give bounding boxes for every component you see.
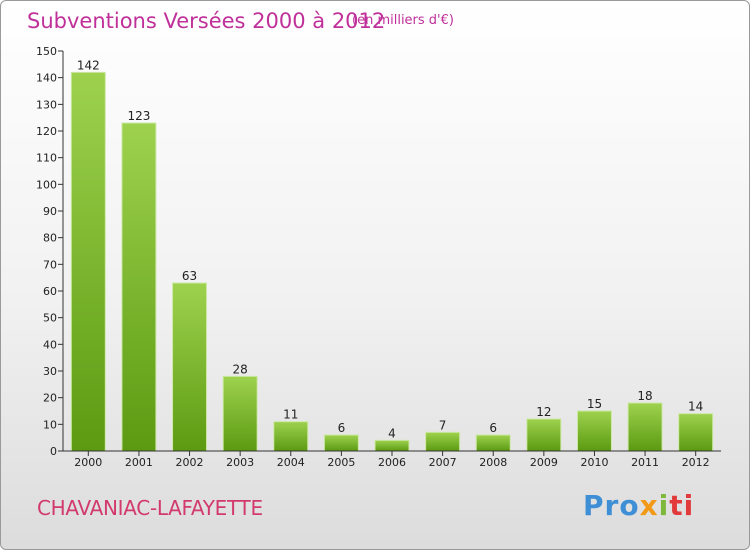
y-tick-label: 30 bbox=[43, 365, 57, 378]
y-tick-label: 130 bbox=[36, 98, 57, 111]
data-label-2004: 11 bbox=[283, 408, 298, 422]
y-tick-label: 150 bbox=[36, 45, 57, 58]
chart-title: Subventions Versées 2000 à 2012 bbox=[27, 9, 386, 33]
y-tick-label: 0 bbox=[50, 445, 57, 458]
bars: 142 123 63 28 11 6 4 7 6 12 15 18 14 bbox=[70, 58, 714, 452]
y-tick-label: 60 bbox=[43, 285, 57, 298]
logo-part-3: i bbox=[658, 489, 670, 522]
x-tick-label-2002: 2002 bbox=[176, 456, 204, 469]
y-tick-label: 90 bbox=[43, 205, 57, 218]
bar-2003 bbox=[222, 375, 258, 452]
x-tick-label-2008: 2008 bbox=[479, 456, 507, 469]
y-tick-label: 50 bbox=[43, 312, 57, 325]
x-tick-label-2003: 2003 bbox=[226, 456, 254, 469]
data-label-2009: 12 bbox=[536, 405, 551, 419]
data-label-2010: 15 bbox=[587, 397, 602, 411]
x-axis: 2000 2001 2002 2003 2004 2005 2006 2007 2008 2009… bbox=[63, 450, 721, 469]
y-tick-label: 40 bbox=[43, 338, 57, 351]
bar-2011 bbox=[627, 402, 663, 452]
y-tick-label: 120 bbox=[36, 125, 57, 138]
bar-2005 bbox=[323, 434, 359, 452]
logo-part-2: x bbox=[639, 489, 659, 522]
x-tick-label-2012: 2012 bbox=[682, 456, 710, 469]
x-tick-label-2011: 2011 bbox=[631, 456, 659, 469]
data-label-2000: 142 bbox=[77, 58, 100, 72]
y-tick-label: 10 bbox=[43, 418, 57, 431]
bar-2008 bbox=[475, 434, 511, 452]
town-name: CHAVANIAC-LAFAYETTE bbox=[37, 496, 263, 520]
bar-2009 bbox=[526, 418, 562, 452]
data-label-2011: 18 bbox=[637, 389, 652, 403]
data-label-2002: 63 bbox=[182, 269, 197, 283]
y-tick-label: 70 bbox=[43, 258, 57, 271]
x-tick-label-2001: 2001 bbox=[125, 456, 153, 469]
proxiti-logo: Proxiti bbox=[583, 489, 694, 522]
x-tick-label-2010: 2010 bbox=[580, 456, 608, 469]
y-tick-label: 80 bbox=[43, 232, 57, 245]
bar-2006 bbox=[374, 439, 410, 452]
data-label-2012: 14 bbox=[688, 400, 703, 414]
x-tick-label-2007: 2007 bbox=[429, 456, 457, 469]
x-tick-label-2000: 2000 bbox=[74, 456, 102, 469]
y-tick-label: 20 bbox=[43, 392, 57, 405]
y-tick-label: 140 bbox=[36, 72, 57, 85]
data-label-2008: 6 bbox=[489, 421, 497, 435]
data-label-2001: 123 bbox=[127, 109, 150, 123]
y-tick-label: 110 bbox=[36, 152, 57, 165]
data-label-2005: 6 bbox=[338, 421, 346, 435]
bar-2001 bbox=[121, 122, 157, 452]
bar-2000 bbox=[70, 71, 106, 452]
y-axis: 0 10 20 30 40 50 60 70 80 90 100 110 120 130 140 150 bbox=[36, 45, 64, 458]
data-label-2003: 28 bbox=[233, 362, 248, 376]
logo-part-1: Pro bbox=[583, 489, 640, 522]
bar-2012 bbox=[678, 413, 714, 452]
x-tick-label-2009: 2009 bbox=[530, 456, 558, 469]
bar-2010 bbox=[576, 410, 612, 452]
y-tick-label: 100 bbox=[36, 178, 57, 191]
data-label-2007: 7 bbox=[439, 418, 447, 432]
bar-2004 bbox=[273, 421, 309, 452]
bar-2007 bbox=[425, 431, 461, 452]
data-label-2006: 4 bbox=[388, 426, 396, 440]
bar-2002 bbox=[172, 282, 208, 452]
logo-part-4: ti bbox=[669, 489, 695, 522]
x-tick-label-2005: 2005 bbox=[327, 456, 355, 469]
x-tick-label-2006: 2006 bbox=[378, 456, 406, 469]
chart-unit-note: (en milliers d'€) bbox=[352, 13, 454, 28]
x-tick-label-2004: 2004 bbox=[277, 456, 305, 469]
